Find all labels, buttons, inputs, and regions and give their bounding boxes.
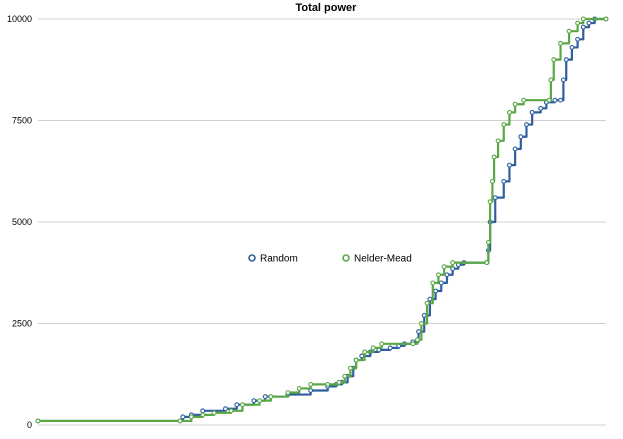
data-point-nelder-mead-45 [603, 16, 609, 22]
data-point-random-25 [421, 312, 427, 318]
data-point-random-39 [512, 146, 518, 152]
data-point-nelder-mead-35 [506, 109, 512, 115]
data-point-random-48 [563, 57, 569, 63]
y-tick-label-5000: 5000 [12, 217, 32, 227]
data-point-random-50 [575, 36, 581, 42]
data-point-nelder-mead-20 [410, 341, 416, 347]
data-point-nelder-mead-25 [435, 272, 441, 278]
data-point-random-27 [433, 288, 439, 294]
data-point-random-26 [427, 296, 433, 302]
data-point-nelder-mead-27 [450, 260, 456, 266]
legend-marker-nelder-mead [342, 254, 350, 262]
data-point-nelder-mead-43 [575, 20, 581, 26]
data-point-nelder-mead-15 [347, 365, 353, 371]
data-point-nelder-mead-41 [558, 40, 564, 46]
legend-label-random: Random [260, 254, 298, 265]
series-line-random [38, 17, 606, 423]
data-point-nelder-mead-18 [370, 345, 376, 351]
data-point-nelder-mead-37 [521, 97, 527, 103]
data-point-nelder-mead-22 [418, 321, 424, 326]
data-point-random-6 [234, 402, 240, 408]
data-point-nelder-mead-7 [257, 398, 262, 404]
data-point-nelder-mead-0 [35, 418, 41, 424]
data-point-nelder-mead-6 [240, 402, 245, 408]
legend-label-nelder-mead: Nelder-Mead [354, 254, 412, 265]
data-point-nelder-mead-8 [268, 394, 274, 400]
data-point-random-42 [529, 109, 535, 115]
data-point-nelder-mead-1 [177, 418, 183, 424]
gridlines [38, 18, 606, 426]
data-point-nelder-mead-2 [188, 414, 194, 420]
data-point-random-8 [262, 394, 268, 400]
data-point-nelder-mead-3 [200, 412, 206, 418]
data-point-random-37 [501, 178, 507, 184]
data-point-nelder-mead-13 [336, 379, 342, 385]
data-point-random-2 [180, 414, 186, 420]
data-point-random-36 [492, 195, 498, 201]
data-point-nelder-mead-21 [414, 337, 420, 343]
data-point-random-47 [560, 77, 566, 83]
data-point-random-28 [438, 280, 444, 286]
data-point-random-17 [359, 353, 365, 359]
data-point-random-41 [524, 122, 529, 128]
data-point-nelder-mead-16 [353, 357, 359, 363]
data-point-nelder-mead-33 [495, 138, 501, 144]
data-point-random-24 [416, 329, 422, 335]
data-point-random-49 [569, 44, 575, 50]
data-point-random-38 [506, 162, 512, 168]
data-point-nelder-mead-5 [228, 408, 234, 414]
data-point-nelder-mead-26 [441, 264, 447, 270]
data-point-random-52 [586, 20, 592, 26]
data-point-nelder-mead-12 [325, 381, 331, 387]
y-tick-label-7500: 7500 [12, 116, 32, 126]
chart-title: Total power [296, 2, 358, 14]
data-point-nelder-mead-11 [308, 381, 314, 387]
series-lines [35, 16, 609, 424]
data-point-random-5 [222, 406, 228, 412]
data-point-random-40 [518, 134, 524, 140]
data-point-nelder-mead-32 [491, 154, 497, 160]
data-point-nelder-mead-40 [551, 57, 557, 63]
data-point-nelder-mead-28 [484, 260, 490, 266]
data-point-random-46 [558, 97, 564, 103]
data-point-nelder-mead-9 [285, 390, 291, 395]
data-point-nelder-mead-31 [489, 178, 495, 184]
series-line-nelder-mead [38, 17, 606, 423]
data-point-nelder-mead-42 [566, 28, 572, 34]
data-point-nelder-mead-30 [487, 199, 493, 205]
y-axis-ticks: 0 2500 5000 7500 10000 [7, 14, 32, 430]
data-point-random-7 [251, 398, 257, 404]
data-point-nelder-mead-34 [501, 122, 507, 128]
legend-marker-random [248, 254, 256, 262]
legend: Random Nelder-Mead [248, 254, 412, 265]
data-point-nelder-mead-10 [296, 386, 302, 391]
data-point-random-45 [552, 97, 558, 103]
data-point-nelder-mead-38 [546, 97, 552, 103]
data-point-nelder-mead-17 [362, 349, 368, 355]
series-markers-random [35, 16, 609, 424]
data-point-nelder-mead-44 [580, 16, 586, 22]
y-tick-label-10000: 10000 [7, 14, 32, 24]
data-point-nelder-mead-39 [548, 77, 554, 83]
data-point-nelder-mead-14 [342, 373, 348, 379]
y-tick-label-2500: 2500 [12, 319, 32, 329]
data-point-random-4 [200, 408, 206, 414]
data-point-nelder-mead-23 [424, 300, 430, 306]
data-point-random-43 [538, 105, 544, 111]
data-point-nelder-mead-19 [379, 341, 385, 347]
data-point-random-51 [580, 24, 586, 30]
data-point-nelder-mead-24 [430, 280, 436, 286]
data-point-nelder-mead-36 [512, 101, 518, 107]
series-markers-nelder-mead [35, 16, 609, 424]
y-tick-label-0: 0 [27, 420, 32, 430]
data-point-nelder-mead-4 [211, 410, 217, 416]
data-point-random-29 [444, 272, 450, 278]
data-point-random-20 [387, 345, 393, 351]
data-point-nelder-mead-29 [485, 239, 491, 245]
